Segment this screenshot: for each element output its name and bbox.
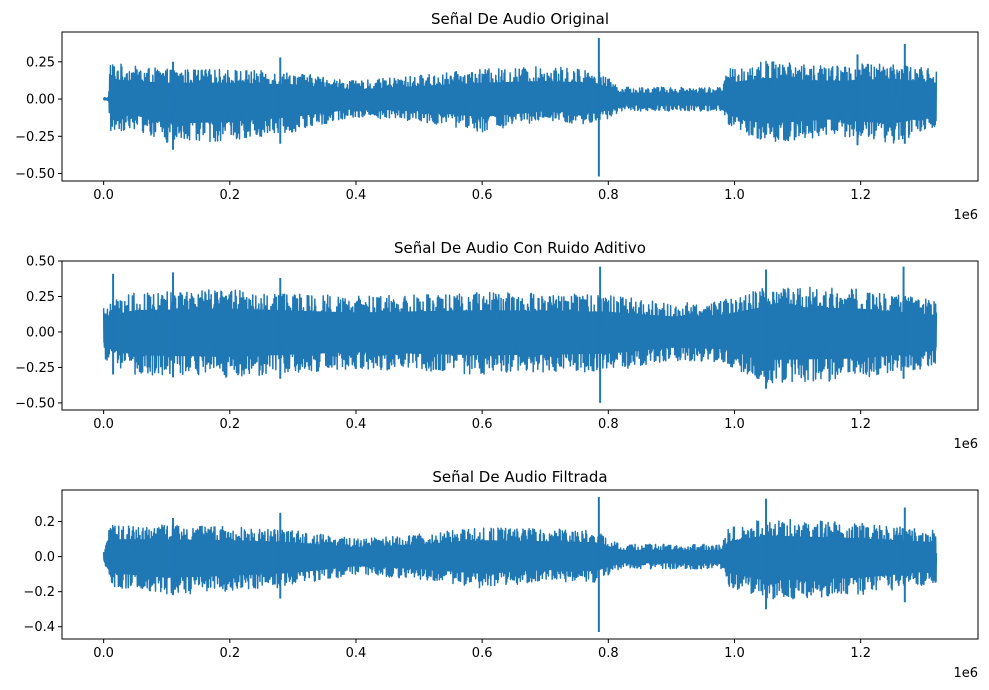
y-tick-label: −0.25 xyxy=(15,130,55,145)
x-tick-label: 0.0 xyxy=(93,188,114,203)
y-tick-label: −0.4 xyxy=(23,620,55,635)
x-scale-offset-label: 1e6 xyxy=(953,666,978,681)
x-tick-label: 0.6 xyxy=(472,417,493,432)
x-tick-label: 0.6 xyxy=(472,646,493,661)
axes-frame xyxy=(61,489,979,640)
x-tick-label: 0.0 xyxy=(93,646,114,661)
y-tick-label: 0.00 xyxy=(26,93,55,108)
signal-line xyxy=(102,518,938,600)
x-tick-label: 1.2 xyxy=(850,188,871,203)
x-tick-label: 0.4 xyxy=(346,417,367,432)
x-tick-label: 1.2 xyxy=(850,646,871,661)
chart-title: Señal De Audio Filtrada xyxy=(432,468,607,486)
subplot-2: Señal De Audio Con Ruido Aditivo 0.0 0.2 0.… xyxy=(15,239,979,452)
y-tick-label: 0.25 xyxy=(26,55,55,70)
y-tick-label: 0.50 xyxy=(26,255,55,270)
x-tick-label: 0.8 xyxy=(598,417,619,432)
y-tick-label: 0.00 xyxy=(26,325,55,340)
y-tick-label: −0.2 xyxy=(23,585,55,600)
chart-title: Señal De Audio Con Ruido Aditivo xyxy=(394,239,646,257)
subplot-3: Señal De Audio Filtrada 0.0 0.2 0.4 0.6 0.8 1.… xyxy=(23,468,979,681)
axes-frame xyxy=(61,31,979,182)
y-tick-label: −0.25 xyxy=(15,361,55,376)
subplot-1: Señal De Audio Original 0.0 0.2 0.4 0.6 0.8 1.… xyxy=(15,10,979,223)
signal-line xyxy=(102,286,938,384)
x-tick-label: 1.0 xyxy=(724,646,745,661)
x-tick-label: 0.4 xyxy=(346,646,367,661)
y-tick-label: −0.50 xyxy=(15,396,55,411)
x-tick-label: 0.2 xyxy=(219,188,240,203)
axes-frame xyxy=(61,260,979,411)
chart-title: Señal De Audio Original xyxy=(431,10,609,28)
x-tick-label: 0.2 xyxy=(219,646,240,661)
x-tick-label: 1.0 xyxy=(724,188,745,203)
y-tick-label: 0.25 xyxy=(26,290,55,305)
x-tick-label: 0.0 xyxy=(93,417,114,432)
x-tick-label: 0.8 xyxy=(598,188,619,203)
x-tick-label: 0.4 xyxy=(346,188,367,203)
y-tick-label: 0.2 xyxy=(34,515,55,530)
x-scale-offset-label: 1e6 xyxy=(953,437,978,452)
x-scale-offset-label: 1e6 xyxy=(953,208,978,223)
y-tick-label: −0.50 xyxy=(15,167,55,182)
signal-line xyxy=(102,60,938,144)
x-tick-label: 0.6 xyxy=(472,188,493,203)
x-tick-label: 1.0 xyxy=(724,417,745,432)
x-tick-label: 0.8 xyxy=(598,646,619,661)
x-tick-label: 1.2 xyxy=(850,417,871,432)
y-tick-label: 0.0 xyxy=(34,550,55,565)
x-tick-label: 0.2 xyxy=(219,417,240,432)
